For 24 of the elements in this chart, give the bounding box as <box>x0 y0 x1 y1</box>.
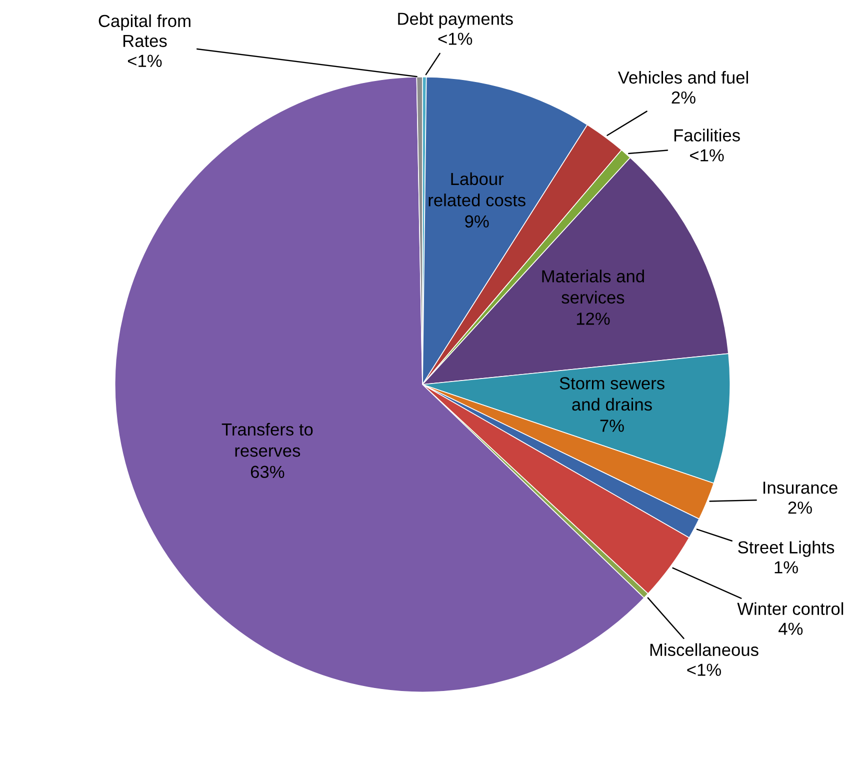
slice-label: Transfers to reserves <box>222 422 313 457</box>
slice-label: Winter control <box>737 602 844 616</box>
slice-label: Capital from Rates <box>98 14 190 48</box>
data-label: 2% <box>672 91 696 104</box>
data-label: 7% <box>600 420 624 432</box>
data-label: <1% <box>128 54 162 67</box>
data-label: <1% <box>690 149 724 162</box>
slice-label: Facilities <box>674 128 740 142</box>
data-label: 9% <box>465 215 489 228</box>
slice-label: Street Lights <box>738 540 834 557</box>
data-label: <1% <box>438 32 472 45</box>
data-label: 2% <box>788 501 812 514</box>
slice-label: Materials and services <box>542 270 644 304</box>
data-label: 12% <box>576 312 610 325</box>
slice-label: Miscellaneous <box>650 643 758 656</box>
data-label: <1% <box>687 664 721 676</box>
slice-label: Labour related costs <box>428 172 526 206</box>
slice-label: Insurance <box>763 482 838 494</box>
data-label: 4% <box>778 622 803 635</box>
slice-label: Debt payments <box>398 12 513 28</box>
data-label: 63% <box>250 466 284 478</box>
data-label: 1% <box>774 561 798 574</box>
slice-label: Storm sewers and drains <box>560 377 664 411</box>
slice-label: Vehicles and fuel <box>618 70 748 84</box>
